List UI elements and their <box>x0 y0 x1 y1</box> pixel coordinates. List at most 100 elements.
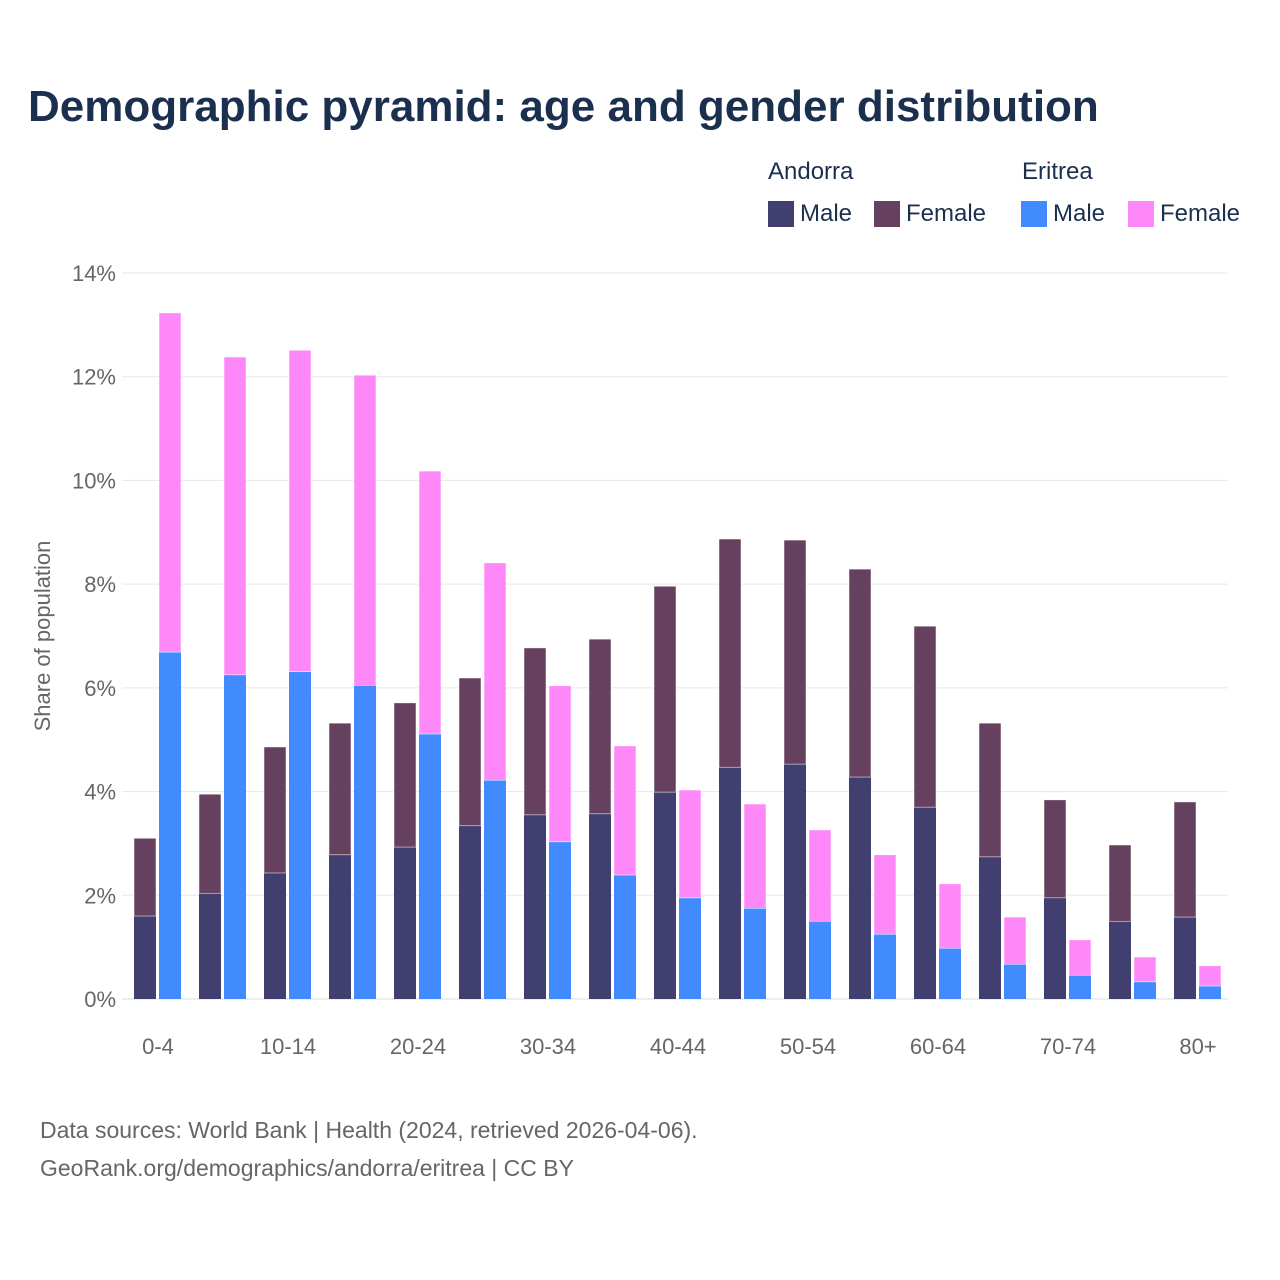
legend-label: Male <box>800 200 853 227</box>
source-line-2: GeoRank.org/demographics/andorra/eritrea… <box>40 1155 574 1181</box>
legend-swatch <box>1128 201 1154 227</box>
bar-eritrea-female <box>678 789 702 899</box>
bar-andorra-male <box>524 814 546 999</box>
bar-eritrea-male <box>939 948 961 999</box>
y-tick-label: 6% <box>84 676 116 701</box>
bar-eritrea-female <box>1198 965 1222 987</box>
bar-andorra-female <box>1043 799 1067 899</box>
bar-andorra-female <box>328 722 352 856</box>
x-tick-label: 80+ <box>1179 1034 1216 1059</box>
legend-swatch <box>768 201 794 227</box>
bar-eritrea-male <box>614 875 636 999</box>
bar-eritrea-female <box>353 374 377 686</box>
x-tick-label: 40-44 <box>650 1034 706 1059</box>
bar-eritrea-male <box>809 921 831 999</box>
legend-label: Female <box>1160 200 1241 227</box>
bar-eritrea-male <box>1134 981 1156 999</box>
bar-eritrea-female <box>1133 956 1157 983</box>
bar-eritrea-male <box>679 897 701 999</box>
bar-eritrea-female <box>418 470 442 735</box>
bar-andorra-male <box>1109 921 1131 999</box>
bar-andorra-male <box>589 813 611 999</box>
legend-eritrea-female[interactable]: Female <box>1128 200 1240 228</box>
y-tick-label: 0% <box>84 987 116 1012</box>
bar-eritrea-female <box>613 745 637 876</box>
bar-eritrea-female <box>808 829 832 922</box>
bar-eritrea-female <box>1003 916 1027 965</box>
bar-eritrea-female <box>743 803 767 909</box>
bar-eritrea-male <box>1199 986 1221 999</box>
bar-andorra-female <box>978 722 1002 858</box>
bar-andorra-female <box>653 585 677 793</box>
bar-andorra-female <box>848 568 872 778</box>
bar-andorra-male <box>849 777 871 999</box>
x-tick-label: 70-74 <box>1040 1034 1096 1059</box>
legend-label: Female <box>906 200 987 227</box>
bar-andorra-female <box>263 746 287 874</box>
bar-eritrea-male <box>549 841 571 999</box>
x-tick-label: 60-64 <box>910 1034 966 1059</box>
bar-eritrea-male <box>1069 975 1091 999</box>
y-tick-label: 4% <box>84 780 116 805</box>
bar-andorra-female <box>913 625 937 808</box>
bar-andorra-male <box>914 807 936 999</box>
legend-group-eritrea: Eritrea <box>1022 158 1093 185</box>
bar-andorra-female <box>198 793 222 894</box>
bar-eritrea-male <box>224 674 246 999</box>
bar-andorra-female <box>393 702 417 848</box>
x-tick-label: 0-4 <box>142 1034 174 1059</box>
bar-eritrea-female <box>938 883 962 949</box>
source-line-1: Data sources: World Bank | Health (2024,… <box>40 1117 698 1143</box>
x-tick-label: 30-34 <box>520 1034 576 1059</box>
bar-eritrea-female <box>158 312 182 653</box>
legend-swatch <box>1021 201 1047 227</box>
bar-eritrea-male <box>1004 964 1026 999</box>
legend-andorra-male[interactable]: Male <box>768 200 852 228</box>
y-tick-label: 14% <box>72 261 116 286</box>
bar-andorra-male <box>654 792 676 999</box>
bar-andorra-male <box>394 847 416 999</box>
bar-eritrea-male <box>159 652 181 999</box>
y-tick-label: 12% <box>72 365 116 390</box>
bar-eritrea-female <box>483 562 507 781</box>
bar-andorra-female <box>523 647 547 816</box>
bar-eritrea-female <box>1068 939 1092 976</box>
bar-andorra-female <box>133 837 157 917</box>
legend-swatch <box>874 201 900 227</box>
bar-andorra-male <box>199 893 221 999</box>
bar-andorra-male <box>264 872 286 999</box>
bar-andorra-female <box>458 677 482 827</box>
bar-eritrea-male <box>354 685 376 999</box>
bar-eritrea-female <box>223 356 247 676</box>
legend-label: Male <box>1053 200 1106 227</box>
bar-eritrea-male <box>419 734 441 999</box>
bar-andorra-male <box>459 825 481 999</box>
bar-andorra-male <box>979 856 1001 999</box>
y-tick-label: 2% <box>84 883 116 908</box>
chart-title: Demographic pyramid: age and gender dist… <box>28 82 1099 131</box>
bar-andorra-female <box>1108 844 1132 922</box>
bar-andorra-female <box>718 538 742 768</box>
bar-eritrea-female <box>288 350 312 673</box>
y-tick-label: 8% <box>84 572 116 597</box>
bar-eritrea-female <box>873 854 897 935</box>
plot-area: Share of population 0% 2% 4% 6% 8% 10% 12% 14% 0… <box>30 261 1228 1059</box>
bar-andorra-male <box>329 854 351 999</box>
x-tick-label: 20-24 <box>390 1034 446 1059</box>
bar-eritrea-male <box>744 908 766 999</box>
bar-andorra-female <box>588 638 612 815</box>
bar-andorra-female <box>1173 801 1197 918</box>
legend-eritrea-male[interactable]: Male <box>1021 200 1105 228</box>
y-tick-label: 10% <box>72 468 116 493</box>
legend-group-andorra: Andorra <box>768 158 854 185</box>
bar-andorra-female <box>783 539 807 765</box>
bar-eritrea-female <box>548 685 572 843</box>
bar-eritrea-male <box>874 934 896 999</box>
bar-andorra-male <box>719 767 741 999</box>
x-tick-label: 50-54 <box>780 1034 836 1059</box>
legend-andorra-female[interactable]: Female <box>874 200 986 228</box>
bar-eritrea-male <box>484 780 506 999</box>
bar-andorra-male <box>1044 897 1066 999</box>
bar-andorra-male <box>134 916 156 999</box>
